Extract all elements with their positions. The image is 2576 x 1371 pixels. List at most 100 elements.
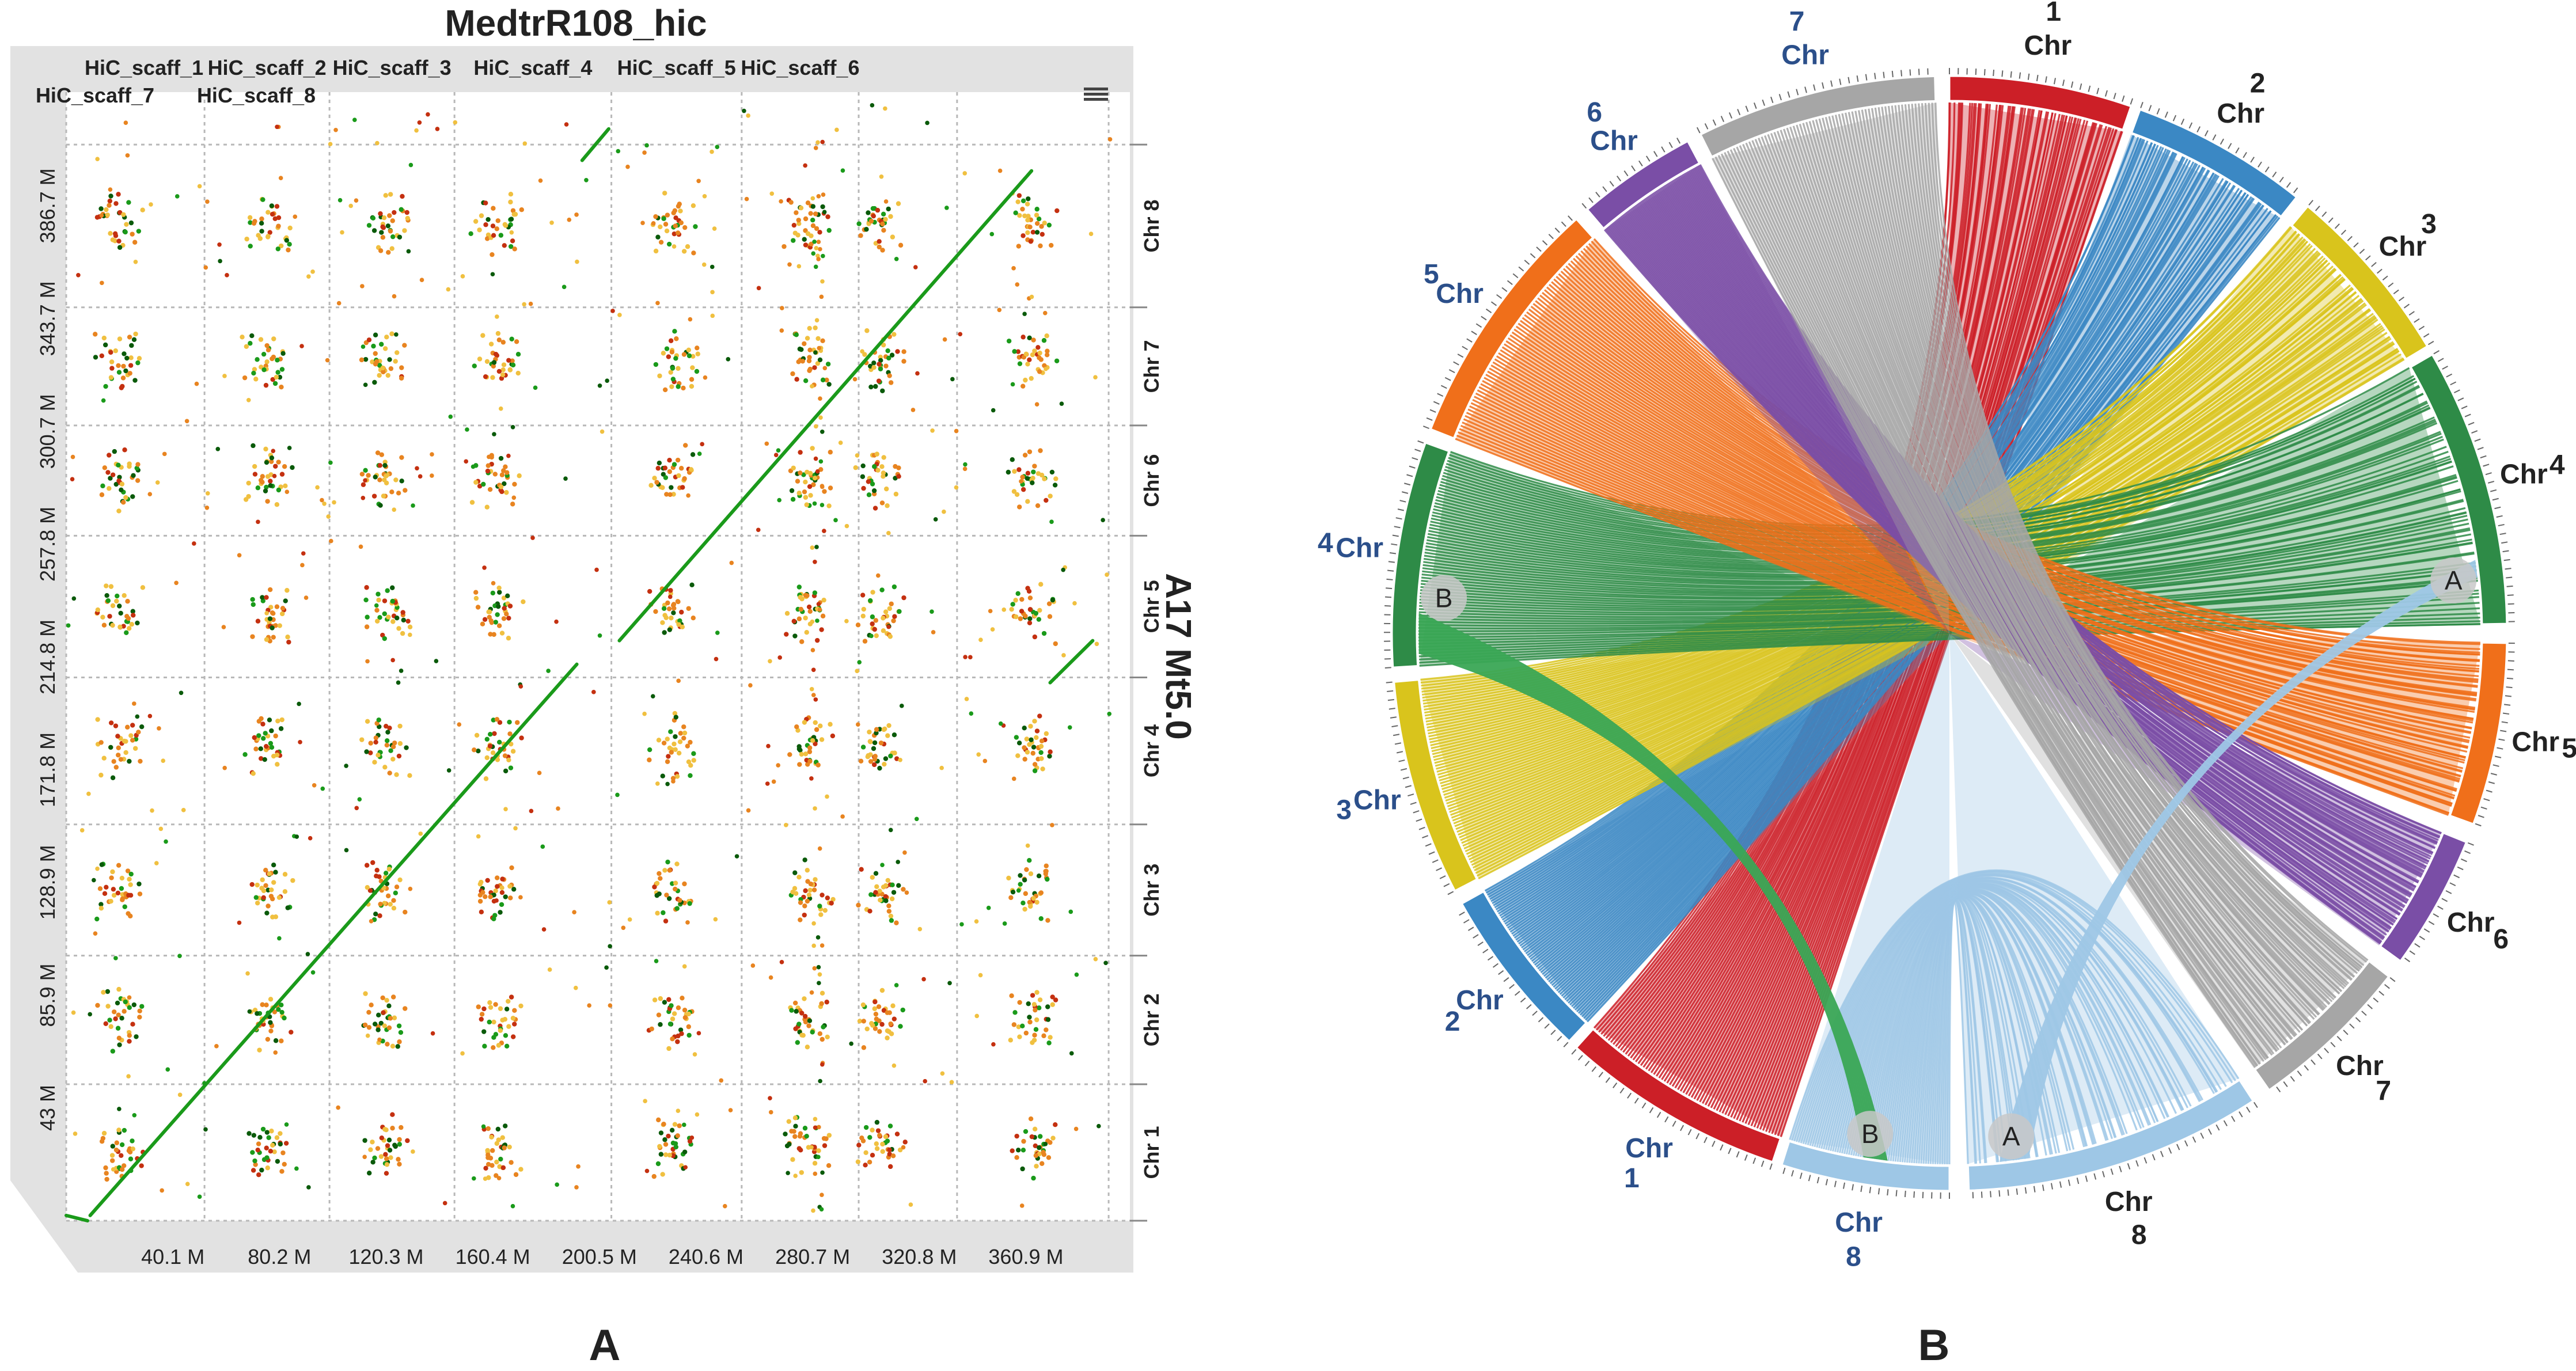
noise-dot (541, 927, 547, 932)
noise-dot (403, 909, 408, 915)
noise-dot (685, 743, 691, 749)
noise-dot (1093, 375, 1098, 380)
noise-dot (276, 215, 282, 221)
noise-dot (879, 500, 885, 506)
noise-dot (252, 464, 257, 469)
noise-dot (487, 732, 493, 737)
noise-dot (1034, 230, 1040, 235)
noise-dot (509, 865, 514, 871)
menu-icon[interactable] (1084, 88, 1108, 101)
noise-dot (277, 623, 282, 628)
noise-dot (387, 770, 392, 776)
noise-dot (154, 861, 159, 865)
noise-dot (674, 774, 680, 779)
ring-tick (2172, 115, 2177, 121)
noise-dot (407, 773, 412, 778)
chord-line-q7 (1931, 102, 2368, 963)
chord-line-q7 (1770, 132, 2289, 1043)
noise-dot (101, 1130, 107, 1136)
noise-dot (693, 224, 698, 229)
ring-tick (1891, 70, 1894, 78)
noise-dot (710, 264, 715, 269)
x-tick-label: 80.2 M (248, 1245, 311, 1269)
noise-dot (886, 624, 891, 629)
noise-dot (1031, 1038, 1037, 1043)
noise-dot (278, 726, 284, 731)
noise-dot (1034, 990, 1039, 995)
noise-dot (479, 213, 484, 218)
noise-dot (390, 1043, 396, 1049)
noise-dot (267, 587, 273, 593)
noise-dot (366, 337, 372, 343)
ring-tick (1720, 116, 1725, 122)
noise-dot (384, 1156, 389, 1161)
chr-segment-r4 (2410, 353, 2508, 625)
noise-dot (430, 1031, 435, 1036)
noise-dot (1014, 492, 1020, 497)
noise-dot (1046, 1155, 1052, 1160)
ring-tick (1568, 215, 1573, 221)
ring-tick (2290, 1076, 2295, 1082)
noise-dot (803, 479, 808, 485)
noise-dot (796, 616, 802, 621)
noise-dot (901, 595, 906, 601)
noise-dot (688, 317, 693, 322)
noise-dot (485, 1152, 491, 1157)
ring-tick (1638, 160, 1643, 166)
noise-dot (485, 217, 491, 222)
noise-dot (364, 585, 369, 590)
noise-dot (756, 286, 761, 291)
noise-dot (390, 619, 396, 624)
noise-dot (621, 925, 626, 931)
noise-dot (676, 230, 681, 236)
ring-tick (1616, 175, 1622, 182)
noise-dot (491, 581, 496, 586)
chord-line-q7 (1758, 138, 2282, 1049)
noise-dot (276, 223, 281, 229)
noise-dot (875, 207, 881, 213)
noise-dot (809, 990, 814, 995)
noise-dot (870, 1023, 875, 1028)
noise-dot (404, 210, 409, 215)
noise-dot (1027, 899, 1032, 905)
noise-dot (670, 1016, 676, 1021)
noise-dot (661, 216, 666, 221)
noise-dot (874, 633, 879, 639)
chr-segment-q4 (1391, 442, 1450, 669)
noise-dot (962, 466, 968, 472)
noise-dot (130, 609, 135, 614)
noise-dot (499, 885, 504, 891)
noise-dot (379, 452, 385, 457)
ring-tick (2382, 275, 2388, 281)
noise-dot (272, 381, 278, 386)
noise-dot (379, 1135, 385, 1141)
noise-dot (100, 483, 105, 489)
noise-dot (113, 1016, 118, 1021)
noise-dot (674, 336, 679, 341)
noise-dot (390, 658, 395, 663)
noise-dot (332, 500, 336, 505)
noise-dot (1034, 212, 1039, 218)
ring-tick (1444, 377, 1451, 381)
noise-dot (682, 1008, 688, 1013)
noise-dot (104, 1171, 109, 1176)
noise-dot (390, 1112, 395, 1117)
noise-dot (417, 120, 422, 125)
noise-dot (870, 875, 875, 880)
noise-dot (662, 1137, 667, 1142)
noise-dot (784, 611, 790, 616)
ring-tick (2135, 1160, 2139, 1167)
noise-dot (389, 331, 394, 336)
noise-dot (803, 216, 809, 222)
noise-dot (392, 210, 397, 215)
noise-dot (111, 1167, 116, 1172)
noise-dot (675, 1039, 680, 1045)
noise-dot (807, 609, 813, 614)
noise-dot (1011, 266, 1016, 271)
noise-dot (274, 204, 280, 209)
noise-dot (816, 964, 821, 970)
noise-dot (824, 1136, 829, 1141)
chr-segment-r1 (1948, 75, 2133, 131)
ring-tick (1554, 227, 1560, 233)
noise-dot (1034, 899, 1039, 905)
